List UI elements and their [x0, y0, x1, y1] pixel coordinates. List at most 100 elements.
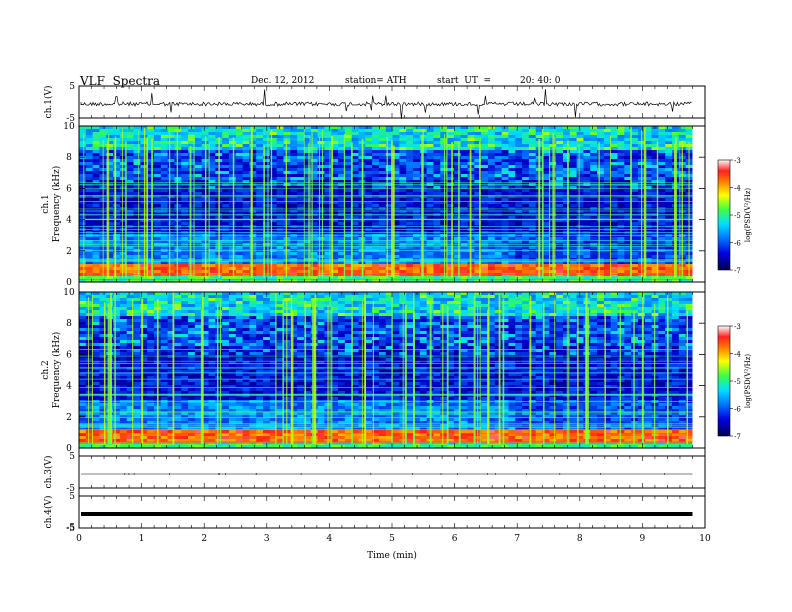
- spectrogram-cell: [365, 210, 373, 214]
- spectrogram-cell: [447, 237, 455, 241]
- spectrogram-cell: [385, 162, 394, 166]
- spectrogram-cell: [665, 132, 673, 136]
- spectrogram-cell: [228, 210, 237, 214]
- spectrogram-cell: [453, 270, 462, 274]
- spectrogram-cell: [453, 126, 462, 130]
- spectrogram-cell: [487, 141, 496, 145]
- spectrogram-cell: [106, 165, 114, 169]
- spectrogram-cell: [235, 159, 244, 163]
- spectrogram-cell: [317, 216, 325, 220]
- spectrogram-cell: [290, 204, 298, 208]
- spectrogram-cell: [624, 198, 632, 202]
- spectrogram-cell: [188, 159, 196, 163]
- spectrogram-cell: [174, 135, 182, 139]
- spectrogram-cell: [263, 174, 271, 178]
- spectrogram-cell: [372, 156, 380, 160]
- spectrogram-cell: [290, 144, 298, 148]
- spectrogram-cell: [92, 150, 101, 154]
- spectrogram-cell: [79, 129, 87, 133]
- spectrogram-cell: [658, 261, 666, 265]
- spectrogram-cell: [624, 150, 632, 154]
- spectrogram-cell: [426, 219, 435, 223]
- spectrogram-cell: [153, 279, 162, 283]
- spectrogram-cell: [249, 159, 257, 163]
- spectrogram-cell: [303, 267, 312, 271]
- spectrogram-cell: [385, 153, 394, 157]
- spectrogram-cell: [597, 192, 605, 196]
- spectrogram-cell: [126, 156, 135, 160]
- spectrogram-cell: [610, 246, 619, 250]
- spectrogram-cell: [487, 138, 496, 142]
- spectrogram-cell: [494, 165, 503, 169]
- spectrogram-cell: [658, 243, 666, 247]
- spectrogram-cell: [447, 204, 455, 208]
- spectrogram-cell: [385, 216, 394, 220]
- spectrogram-cell: [528, 204, 537, 208]
- spectrogram-cell: [658, 237, 666, 241]
- spectrogram-cell: [426, 267, 435, 271]
- spectrogram-cell: [222, 153, 230, 157]
- spectrogram-cell: [235, 174, 244, 178]
- spectrogram-cell: [222, 129, 230, 133]
- spectrogram-cell: [590, 174, 598, 178]
- spectrogram-cell: [665, 237, 673, 241]
- spectrogram-cell: [562, 237, 571, 241]
- spectrogram-cell: [174, 180, 182, 184]
- spectrogram-cell: [256, 216, 264, 220]
- spectrogram-cell: [92, 219, 101, 223]
- spectrogram-cell: [344, 129, 353, 133]
- spectrogram-cell: [501, 234, 510, 238]
- spectrogram-cell: [188, 201, 196, 205]
- spectrogram-cell: [481, 138, 489, 142]
- spectrogram-cell: [92, 165, 101, 169]
- spectrogram-cell: [228, 180, 237, 184]
- spectrogram-cell: [617, 198, 625, 202]
- spectrogram-cell: [119, 156, 128, 160]
- spectrogram-cell: [651, 204, 659, 208]
- spectrogram-cell: [433, 138, 441, 142]
- spectrogram-cell: [406, 246, 414, 250]
- spectrogram-cell: [494, 177, 503, 181]
- spectrogram-cell: [610, 243, 619, 247]
- spectrogram-cell: [426, 138, 435, 142]
- spectrogram-cell: [487, 198, 496, 202]
- spectrogram-cell: [338, 174, 346, 178]
- spectrogram-cell: [106, 210, 114, 214]
- spectrogram-cell: [303, 141, 312, 145]
- spectrogram-cell: [487, 261, 496, 265]
- spectrogram-cell: [617, 177, 625, 181]
- spectrogram-cell: [276, 162, 285, 166]
- spectrogram-cell: [119, 162, 128, 166]
- spectrogram-cell: [181, 267, 189, 271]
- spectrogram-cell: [160, 138, 169, 142]
- spectrogram-cell: [576, 171, 585, 175]
- spectrogram-cell: [392, 189, 400, 193]
- spectrogram-cell: [528, 129, 537, 133]
- spectrogram-cell: [426, 162, 435, 166]
- spectrogram-cell: [556, 255, 564, 259]
- spectrogram-cell: [228, 177, 237, 181]
- spectrogram-cell: [228, 144, 237, 148]
- spectrogram-cell: [597, 261, 605, 265]
- spectrogram-cell: [174, 156, 182, 160]
- spectrogram-cell: [597, 201, 605, 205]
- spectrogram-cell: [344, 126, 353, 130]
- spectrogram-cell: [317, 165, 325, 169]
- spectrogram-cell: [85, 219, 94, 223]
- spectrogram-cell: [174, 171, 182, 175]
- spectrogram-cell: [235, 138, 244, 142]
- spectrogram-cell: [481, 270, 489, 274]
- spectrogram-cell: [637, 126, 646, 130]
- spectrogram-cell: [624, 201, 632, 205]
- spectrogram-cell: [392, 222, 400, 226]
- spectrogram-cell: [644, 255, 653, 259]
- spectrogram-cell: [406, 237, 414, 241]
- spectrogram-cell: [658, 246, 666, 250]
- spectrogram-cell: [385, 168, 394, 172]
- spectrogram-cell: [610, 126, 619, 130]
- spectrogram-cell: [147, 141, 155, 145]
- spectrogram-cell: [562, 243, 571, 247]
- spectrogram-cell: [324, 132, 332, 136]
- spectrogram-cell: [440, 138, 448, 142]
- spectrogram-cell: [188, 198, 196, 202]
